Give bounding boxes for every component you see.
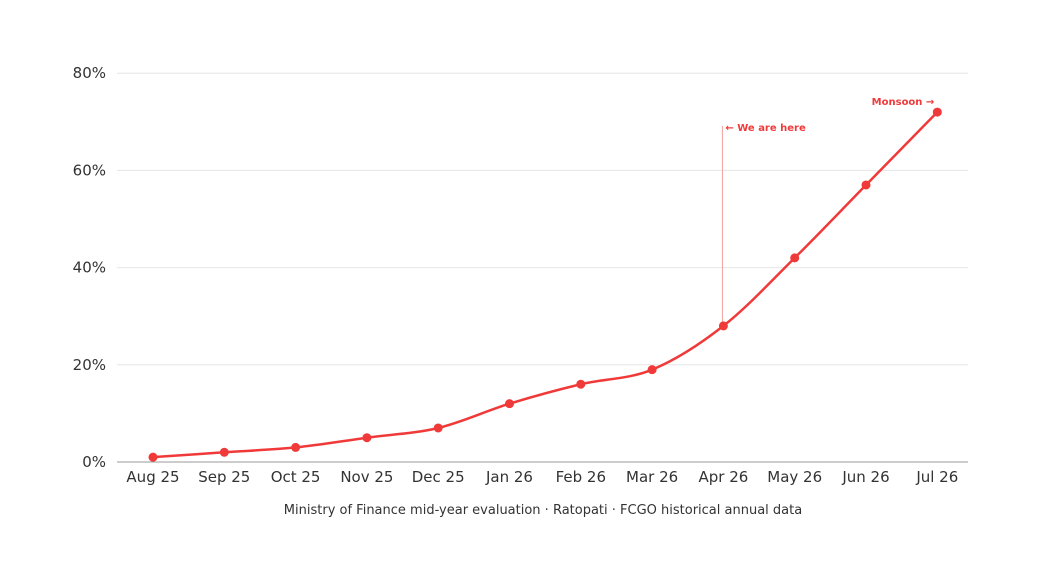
y-tick-label: 40% [73, 259, 106, 277]
data-point [932, 107, 942, 117]
x-tick-label: Mar 26 [626, 468, 678, 486]
x-tick-label: Apr 26 [698, 468, 748, 486]
x-tick-label: Feb 26 [556, 468, 606, 486]
x-tick-label: Oct 25 [271, 468, 321, 486]
x-axis: Aug 25 Sep 25 Oct 25 Nov 25 Dec 25 Jan 26 Feb … [126, 468, 958, 486]
y-tick-label: 20% [73, 356, 106, 374]
y-tick-label: 60% [73, 161, 106, 179]
data-point [576, 379, 586, 389]
data-point [718, 321, 728, 331]
annotation-label: Monsoon → [872, 97, 935, 108]
series-layer [148, 107, 942, 462]
annotation-label: ← We are here [725, 123, 806, 134]
x-tick-label: Aug 25 [126, 468, 179, 486]
data-point [362, 433, 372, 443]
series-line [151, 110, 939, 459]
y-axis: 0% 20% 40% 60% 80% [73, 64, 106, 471]
x-tick-label: Jul 26 [915, 468, 958, 486]
x-tick-label: Jan 26 [485, 468, 533, 486]
x-tick-label: Nov 25 [340, 468, 393, 486]
data-point [433, 423, 443, 433]
data-point [148, 452, 158, 462]
data-point [291, 442, 301, 452]
y-tick-label: 80% [73, 64, 106, 82]
x-tick-label: Jun 26 [841, 468, 889, 486]
data-point [790, 253, 800, 263]
data-point [647, 365, 657, 375]
data-point [861, 180, 871, 190]
x-tick-label: Dec 25 [412, 468, 465, 486]
x-tick-label: May 26 [767, 468, 822, 486]
x-tick-label: Sep 25 [198, 468, 250, 486]
data-point [219, 447, 229, 457]
grid-layer [117, 72, 968, 463]
source-note: Ministry of Finance mid-year evaluation … [284, 503, 802, 518]
annotation-layer: ← We are here Monsoon → [721, 97, 935, 326]
data-point [505, 399, 514, 409]
y-tick-label: 0% [82, 453, 106, 471]
